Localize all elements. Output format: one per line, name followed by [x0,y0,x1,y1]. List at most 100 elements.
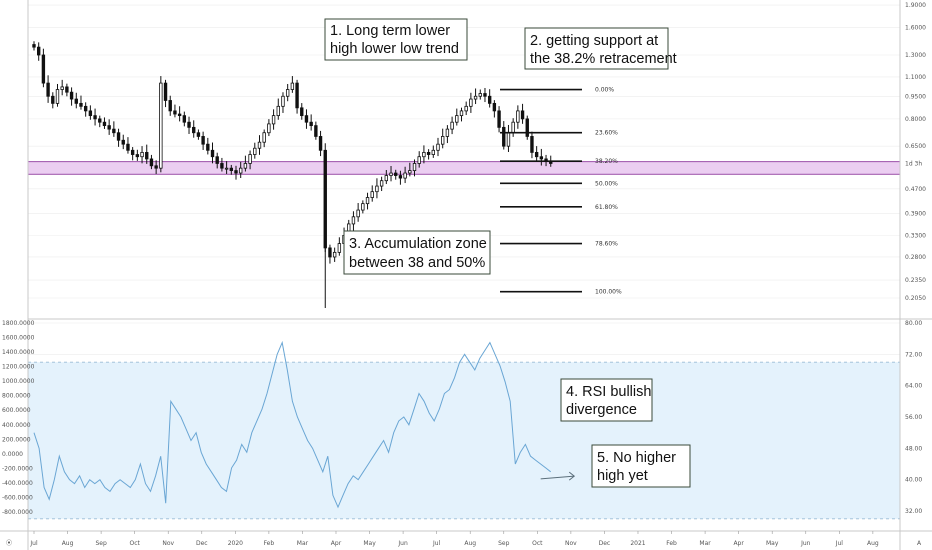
price-tick-label: 1.9000 [905,2,926,9]
candle [116,128,121,147]
time-tick-label: Nov [162,540,174,547]
candle-body [201,136,205,145]
price-tick-label: 0.4700 [905,186,926,193]
time-tick-label: Jun [800,540,811,547]
candle-body [469,98,473,107]
candle-body [168,100,172,112]
candle [243,155,248,172]
time-tick-label: Dec [196,540,208,547]
candle-body [530,136,534,153]
fib-level[interactable]: 0.00% [500,87,614,94]
candle-body [177,113,182,117]
candle-body [173,110,177,115]
candle-body [192,126,196,134]
candle [196,129,201,140]
price-tick-label: 0.3300 [905,232,926,239]
candle [112,121,116,137]
candle [431,145,435,158]
candle-body [389,172,393,176]
candle-body [318,136,323,151]
candle-body [121,139,125,145]
fib-level[interactable]: 61.80% [500,204,618,211]
candle-body [431,149,435,155]
candle-body [102,121,107,127]
rsi-band-fill [28,362,900,519]
fib-level-label: 100.00% [595,289,622,296]
candle-body [88,110,93,117]
time-axis[interactable]: Jul Aug Sep Oct Nov Dec 2020 Feb Mar Apr May Jun Jul… [29,531,879,547]
fib-level[interactable]: 100.00% [500,289,622,296]
fib-level[interactable]: 78.60% [500,241,618,248]
candles [32,41,553,308]
candle-body [98,118,102,123]
fib-retracement[interactable]: 0.00% 23.60% 38.20% 50.00% 61.80% 78.60% 100.0… [500,87,622,296]
time-tick-label: Sep [95,540,107,547]
rsi-pane[interactable] [28,320,900,530]
rsi-right-tick-label: 40.00 [905,477,922,484]
candle-body [436,143,440,151]
rsi-left-axis[interactable]: 1800.0000 1600.0000 1400.0000 1200.0000 1000… [2,320,35,516]
candle [398,170,403,185]
rsi-left-tick-label: 1800.0000 [2,320,35,327]
rsi-left-tick-label: -200.0000 [2,465,33,472]
candle-body [145,152,149,160]
rsi-left-tick-label: 800.0000 [2,393,31,400]
annotation-note-5[interactable]: 5. No higher high yet [591,444,691,488]
candle-body [314,125,318,137]
candle [497,106,501,133]
annotation-note-4[interactable]: 4. RSI bullish divergence [560,378,653,422]
candle-body [182,115,187,123]
candle-body [520,110,525,120]
candle-body [126,143,130,151]
note-5-line-2: high yet [597,468,648,484]
candle-body [300,107,304,117]
rsi-right-axis[interactable]: 80.00 72.00 64.00 56.00 48.00 40.00 32.00 [905,320,922,515]
candle-body [304,115,309,123]
fib-level[interactable]: 23.60% [500,130,618,137]
candle [408,162,412,177]
rsi-left-tick-label: 0.0000 [2,451,23,458]
fib-level-label: 0.00% [595,87,614,94]
candle [290,76,295,93]
candle-body [243,163,248,169]
price-axis[interactable]: 1.9000 1.6000 1.3000 1.1000 0.9500 0.8000 0.65… [905,2,926,302]
candle-body [32,44,36,48]
note-3-line-1: 3. Accumulation zone [349,236,487,252]
candle [215,152,219,169]
auto-scale-icon[interactable]: A [917,540,922,547]
candle-body [285,89,290,97]
price-tick-label: 0.2050 [905,295,926,302]
price-tick-label: 1.1000 [905,74,926,81]
candle-body [257,141,262,149]
fib-level[interactable]: 50.00% [500,180,618,187]
candle [534,146,539,161]
candle [403,166,407,184]
candle [182,111,187,127]
candle-body [74,98,78,104]
note-4-line-1: 4. RSI bullish [566,384,651,400]
candle-body [441,136,445,145]
rsi-arrow-layer[interactable] [540,471,576,481]
annotation-note-1[interactable]: 1. Long term lower high lower low trend [324,18,468,61]
price-tick-label: 0.2350 [905,277,926,284]
time-tick-label: Jul [432,540,441,547]
candle [351,211,356,231]
candle [60,79,64,96]
candle [295,79,299,114]
support-zone[interactable] [27,161,901,175]
fib-level[interactable]: 38.20% [500,158,618,165]
candle-body [112,128,116,134]
rsi-left-tick-label: 1400.0000 [2,349,35,356]
annotation-note-2[interactable]: 2. getting support at the 38.2% retracem… [524,27,677,70]
candle-body [403,172,407,179]
note-5-line-1: 5. No higher [597,450,676,466]
annotation-note-3[interactable]: 3. Accumulation zone between 38 and 50% [343,230,491,275]
candle [492,100,497,118]
candle [192,120,196,138]
candle-body [450,121,454,130]
time-tick-label: Apr [331,540,342,547]
rsi-arrow-shaft[interactable] [540,475,575,480]
fib-level-label: 38.20% [595,158,618,165]
time-tick-label: Jul [835,540,844,547]
timezone-icon[interactable]: ⦿ [6,540,12,547]
